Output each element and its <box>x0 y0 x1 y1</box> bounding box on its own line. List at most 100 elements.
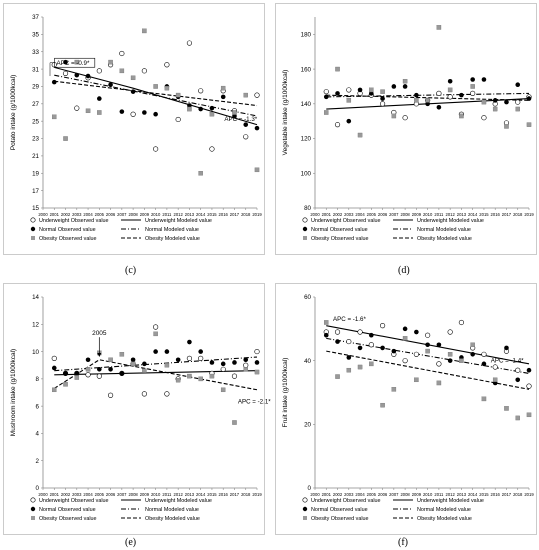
x-tick-label: 2006 <box>378 212 388 217</box>
normal-point <box>97 367 102 372</box>
x-tick-label: 2014 <box>468 212 478 217</box>
underweight-point <box>119 50 125 57</box>
x-tick-label: 2016 <box>219 492 229 497</box>
legend-underweight-marker <box>302 497 308 503</box>
obesity-point <box>142 28 147 34</box>
underweight-point <box>402 115 408 121</box>
x-tick-label: 2018 <box>241 212 251 217</box>
underweight-point <box>402 358 408 364</box>
x-tick-label: 2005 <box>367 212 377 217</box>
normal-point <box>153 111 158 117</box>
obesity-point <box>324 320 329 325</box>
underweight-point <box>231 373 238 379</box>
underweight-point <box>346 87 352 93</box>
underweight-point <box>51 355 57 361</box>
obesity-point <box>63 136 68 141</box>
normal-point <box>187 339 192 345</box>
x-tick-label: 2008 <box>128 212 138 217</box>
obesity-point <box>346 98 352 103</box>
x-tick-label: 2004 <box>355 212 365 217</box>
y-tick-label: 14 <box>32 294 39 301</box>
obesity-point <box>130 75 136 81</box>
underweight-point <box>346 338 352 345</box>
obesity-point <box>425 348 430 354</box>
underweight-point <box>436 361 442 367</box>
underweight-point <box>186 355 193 361</box>
legend-underweight-marker <box>30 497 36 503</box>
legend-modeled-label: Obesity Modeled value <box>417 516 472 522</box>
obesity-point <box>164 362 170 368</box>
underweight-point <box>481 115 487 121</box>
obesity-point <box>243 367 248 372</box>
normal-point <box>369 332 374 338</box>
modeled-line <box>54 80 258 107</box>
x-tick-label: 2001 <box>322 492 332 497</box>
x-tick-label: 2003 <box>344 212 354 217</box>
obesity-point <box>459 358 464 363</box>
obesity-point <box>470 84 475 89</box>
normal-point <box>335 339 340 344</box>
normal-point <box>481 361 487 367</box>
legend-modeled-label: Underweight Modeled value <box>145 498 212 504</box>
x-tick-label: 2005 <box>95 212 105 217</box>
normal-point <box>119 371 125 376</box>
legend-observed-label: Underweight Observed value <box>311 218 381 224</box>
x-tick-label: 2018 <box>513 212 523 217</box>
underweight-point <box>153 324 159 330</box>
underweight-point <box>74 105 80 111</box>
x-tick-label: 2011 <box>434 492 444 497</box>
underweight-point <box>515 99 521 105</box>
obesity-point <box>425 98 430 103</box>
y-tick-label: 29 <box>32 84 39 91</box>
x-tick-label: 2014 <box>196 212 206 217</box>
normal-point <box>85 73 91 79</box>
legend-underweight-marker <box>30 217 36 223</box>
legend-modeled-label: Underweight Modeled value <box>417 218 484 224</box>
normal-point <box>153 349 158 354</box>
obesity-point <box>119 68 125 74</box>
x-tick-label: 2001 <box>50 492 60 497</box>
underweight-point <box>243 134 249 140</box>
legend-observed-label: Underweight Observed value <box>39 498 109 504</box>
legend-normal-marker <box>302 506 308 512</box>
legend-normal-marker <box>30 506 36 512</box>
x-tick-label: 2007 <box>117 492 127 497</box>
mushroom-intake-panel: 0 2 4 6 8 10 12 14 2000 2001 2002 2003 2004 2005 2006 2… <box>3 283 271 535</box>
y-tick-label: 2 <box>36 458 40 465</box>
legend-underweight-marker <box>302 217 308 223</box>
legend-observed-label: Obesity Observed value <box>39 236 97 242</box>
x-tick-label: 2002 <box>61 212 71 217</box>
obesity-point <box>380 89 385 94</box>
normal-point <box>142 361 147 367</box>
normal-point <box>130 89 136 94</box>
normal-point <box>402 84 408 89</box>
fruit-intake-panel: 0 20 40 60 2000 2001 2002 2003 2004 2005 2006 2007 2… <box>275 283 537 535</box>
legend-obesity-marker <box>31 236 35 240</box>
x-tick-label: 2016 <box>491 212 501 217</box>
y-tick-label: 15 <box>32 205 39 212</box>
y-tick-label: 0 <box>308 485 312 492</box>
x-tick-label: 2008 <box>400 212 410 217</box>
x-tick-label: 2006 <box>106 212 116 217</box>
obesity-point <box>526 122 532 127</box>
underweight-point <box>198 355 204 361</box>
y-tick-label: 21 <box>32 153 39 160</box>
vegetable-intake-panel: 80 100 120 140 160 180 2000 2001 2002 2003 2004 200… <box>275 3 537 255</box>
obesity-point <box>391 113 397 119</box>
underweight-point <box>186 40 193 46</box>
obesity-point <box>481 396 487 402</box>
x-tick-label: 2019 <box>252 212 262 217</box>
x-tick-label: 2002 <box>61 492 71 497</box>
y-tick-label: 6 <box>36 403 40 410</box>
obesity-point <box>447 352 453 357</box>
normal-point <box>470 77 475 82</box>
obesity-point <box>346 367 352 373</box>
normal-point <box>97 96 102 101</box>
normal-point <box>51 79 57 85</box>
x-tick-label: 2011 <box>162 492 172 497</box>
modeled-line <box>54 66 258 126</box>
normal-point <box>220 94 226 100</box>
normal-point <box>63 59 68 65</box>
y-tick-label: 80 <box>304 205 311 212</box>
panel-frame <box>275 283 537 535</box>
